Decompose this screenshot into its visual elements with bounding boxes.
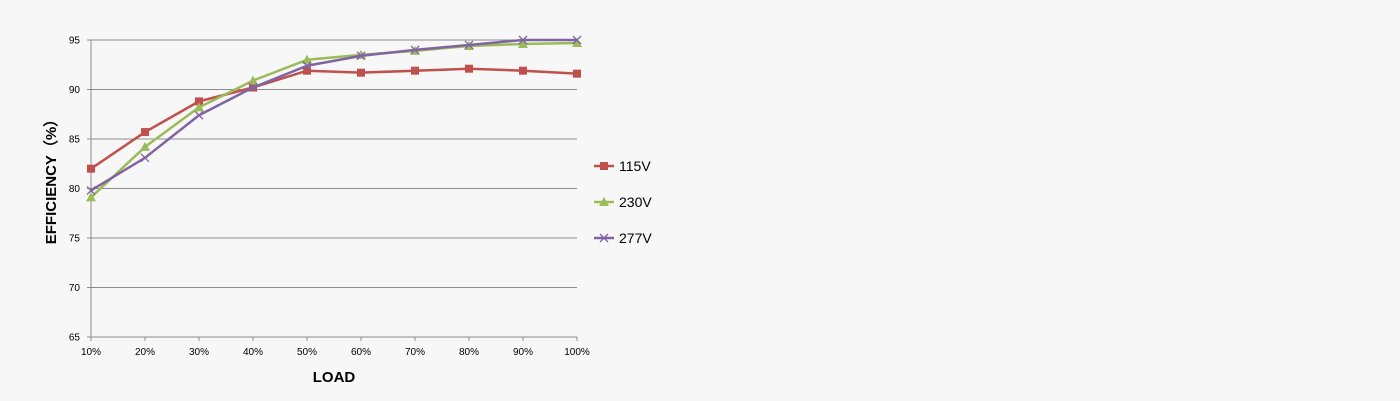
data-point-115v <box>141 128 149 137</box>
x-tick-labels: 10% 20% 30% 40% 50% 60% 70% 80% 90% 100% <box>81 347 590 358</box>
data-point-230v <box>518 38 528 48</box>
x-tick-label: 10% <box>81 347 101 358</box>
x-tick-label: 70% <box>405 347 425 358</box>
data-point-230v <box>572 37 582 47</box>
data-point-230v <box>248 75 258 85</box>
legend-marker-115v <box>600 162 608 170</box>
x-tick-label: 100% <box>564 347 590 358</box>
legend-label-230v: 230V <box>619 194 652 210</box>
data-point-115v <box>303 66 311 75</box>
legend-item-277v: 277V <box>594 230 652 246</box>
data-point-277v <box>518 35 528 45</box>
legend-label-115v: 115V <box>619 158 651 174</box>
legend-marker-230v <box>599 197 609 206</box>
data-point-115v <box>573 69 581 78</box>
y-tick-labels: 65 70 75 80 85 90 95 <box>69 36 81 344</box>
data-point-230v <box>86 192 96 202</box>
y-tick-label: 80 <box>69 184 81 195</box>
data-point-115v <box>411 66 419 75</box>
legend-label-277v: 277V <box>619 230 652 246</box>
x-tick-label: 90% <box>513 347 533 358</box>
data-point-230v <box>302 54 312 64</box>
series-line-115v <box>90 67 578 170</box>
data-point-230v <box>194 102 204 112</box>
y-tick-label: 95 <box>69 36 81 47</box>
data-point-277v <box>464 40 474 50</box>
data-point-115v <box>357 68 365 77</box>
data-point-230v <box>140 141 150 151</box>
data-point-115v <box>195 97 203 106</box>
data-point-277v <box>248 83 258 92</box>
data-point-277v <box>194 110 204 120</box>
data-point-277v <box>572 35 582 45</box>
x-tick-label: 30% <box>189 347 209 358</box>
data-point-277v <box>356 51 366 61</box>
y-axis-title: EFFICIENCY（%） <box>42 112 60 245</box>
y-tick-label: 90 <box>69 85 81 96</box>
axes <box>90 40 578 341</box>
series-line-277v <box>90 38 577 192</box>
data-point-277v <box>140 153 150 163</box>
series-line-230v <box>90 41 578 199</box>
legend-item-230v: 230V <box>594 194 652 210</box>
data-point-277v <box>410 45 420 55</box>
x-tick-label: 80% <box>459 347 479 358</box>
x-tick-label: 20% <box>135 347 155 358</box>
y-tick-label: 85 <box>69 135 81 146</box>
series-230v <box>86 37 582 202</box>
data-point-115v <box>519 66 527 75</box>
y-tick-label: 75 <box>69 234 81 245</box>
data-point-115v <box>465 64 473 73</box>
x-tick-label: 40% <box>243 347 263 358</box>
legend: 115V 230V 277V <box>594 158 652 246</box>
legend-item-115v: 115V <box>594 158 651 174</box>
data-point-277v <box>302 61 312 71</box>
y-tick-label: 65 <box>69 333 81 344</box>
y-tick-label: 70 <box>69 283 81 294</box>
series-lines <box>86 35 582 202</box>
data-point-115v <box>87 164 95 173</box>
series-115v <box>87 64 581 173</box>
series-277v <box>86 35 582 195</box>
gridlines <box>87 39 577 338</box>
x-axis-title: LOAD <box>313 369 356 386</box>
legend-marker-277v <box>599 233 609 243</box>
data-point-277v <box>86 186 96 195</box>
x-tick-label: 50% <box>297 347 317 358</box>
x-tick-label: 60% <box>351 347 371 358</box>
